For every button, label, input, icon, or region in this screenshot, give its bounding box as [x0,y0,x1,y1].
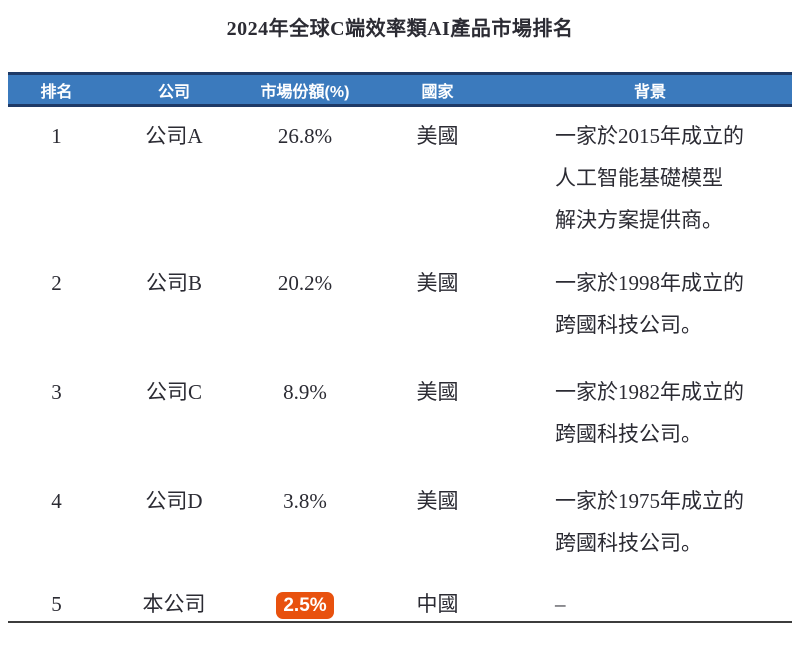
background-cell: – [508,587,792,621]
background-line: – [555,592,566,616]
col-header-country: 國家 [421,83,454,101]
share-cell: 26.8% [277,124,333,148]
company-cell: 公司C [145,380,202,404]
background-line: 一家於1998年成立的 [555,271,744,295]
table-row: 2 公司B 20.2% 美國 一家於1998年成立的 跨國科技公司。 [8,254,792,363]
rank-cell: 4 [51,489,62,513]
background-line: 跨國科技公司。 [555,313,702,337]
share-cell: 3.8% [283,489,327,513]
col-header-rank: 排名 [40,83,73,101]
company-cell: 公司D [145,489,203,513]
table-row: 4 公司D 3.8% 美國 一家於1975年成立的 跨國科技公司。 [8,472,792,581]
background-line: 跨國科技公司。 [555,531,702,555]
rank-cell: 3 [51,380,62,404]
background-line: 一家於1982年成立的 [555,380,744,404]
country-cell: 美國 [416,124,459,148]
company-cell: 公司A [145,124,203,148]
background-line: 跨國科技公司。 [555,422,702,446]
share-cell: 8.9% [283,380,327,404]
rank-cell: 2 [51,271,62,295]
col-header-background: 背景 [633,83,666,101]
table-row: 5 本公司 2.5% 中國 – [8,581,792,621]
background-cell: 一家於1998年成立的 跨國科技公司。 [508,262,792,346]
background-line: 一家於1975年成立的 [555,489,744,513]
ranking-table: 排名 公司 市場份額(%) 國家 背景 1 公司A 26.8% 美國 一家於20… [8,72,792,623]
share-cell: 2.5% [243,587,367,621]
background-cell: 一家於1982年成立的 跨國科技公司。 [508,371,792,455]
country-cell: 美國 [416,489,459,513]
col-header-company: 公司 [157,83,190,101]
company-cell: 公司B [145,271,202,295]
background-cell: 一家於1975年成立的 跨國科技公司。 [508,480,792,564]
background-line: 一家於2015年成立的 [555,124,744,148]
country-cell: 美國 [416,271,459,295]
share-cell: 20.2% [277,271,333,295]
background-line: 解決方案提供商。 [555,208,723,232]
background-line: 人工智能基礎模型 [555,166,723,190]
company-cell: 本公司 [142,592,206,616]
country-cell: 美國 [416,380,459,404]
country-cell: 中國 [416,592,459,616]
page-title: 2024年全球C端效率類AI產品市場排名 [226,18,574,40]
col-header-market-share: 市場份額(%) [260,83,350,101]
highlighted-share-badge: 2.5% [276,592,334,619]
background-cell: 一家於2015年成立的 人工智能基礎模型 解決方案提供商。 [508,115,792,241]
table-row: 1 公司A 26.8% 美國 一家於2015年成立的 人工智能基礎模型 解決方案… [8,107,792,254]
table-body: 1 公司A 26.8% 美國 一家於2015年成立的 人工智能基礎模型 解決方案… [8,107,792,623]
table-header-row: 排名 公司 市場份額(%) 國家 背景 [8,72,792,107]
table-row: 3 公司C 8.9% 美國 一家於1982年成立的 跨國科技公司。 [8,363,792,472]
rank-cell: 1 [51,124,62,148]
rank-cell: 5 [51,592,62,616]
